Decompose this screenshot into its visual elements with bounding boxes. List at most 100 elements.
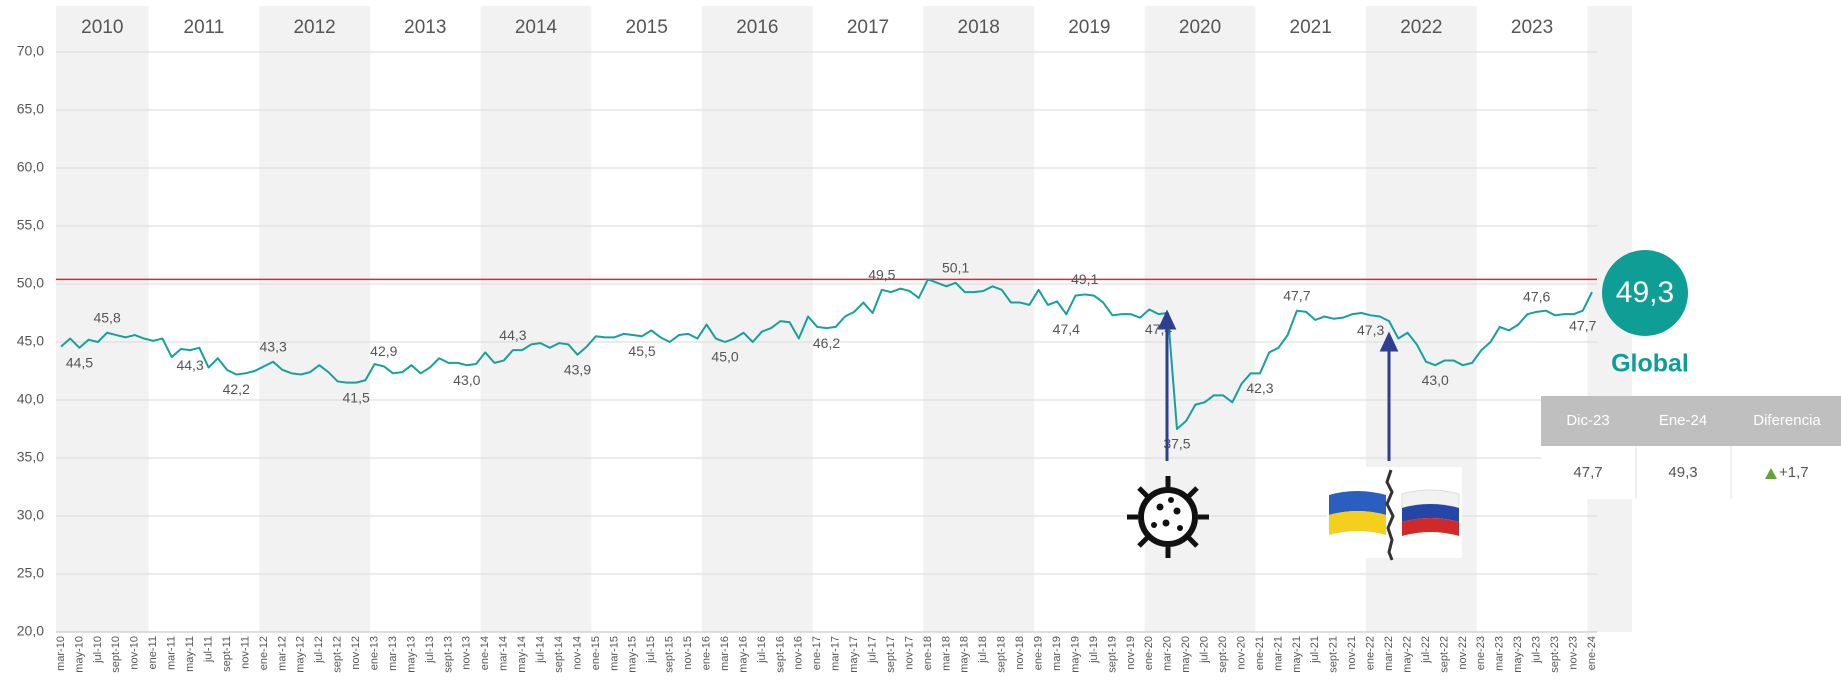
- x-tick-label: may-14: [516, 636, 528, 673]
- table-header-cell: Ene-24: [1659, 412, 1707, 429]
- year-label: 2010: [81, 17, 123, 38]
- year-band: [923, 6, 1035, 632]
- x-tick-label: ene-14: [479, 636, 491, 670]
- summary-label: Global: [1611, 350, 1689, 378]
- x-tick-label: ene-19: [1033, 636, 1045, 670]
- virus-spikes: [1127, 476, 1209, 558]
- data-label: 44,3: [499, 327, 526, 343]
- x-tick-label: sept-12: [332, 636, 344, 673]
- x-tick-label: nov-22: [1457, 636, 1469, 670]
- x-tick-label: nov-17: [903, 636, 915, 670]
- year-label: 2011: [184, 17, 225, 38]
- x-tick-label: mar-22: [1383, 636, 1395, 671]
- x-tick-label: ene-21: [1254, 636, 1266, 670]
- y-tick-label: 45,0: [17, 333, 44, 349]
- covid-arrow: [1157, 309, 1177, 461]
- y-tick-label: 65,0: [17, 101, 44, 117]
- x-tick-label: nov-16: [793, 636, 805, 670]
- x-tick-label: jul-10: [92, 636, 104, 664]
- ukraine-yellow: [1329, 511, 1386, 535]
- data-label: 42,3: [1246, 380, 1273, 396]
- x-tick-label: may-19: [1069, 636, 1081, 673]
- x-tick-label: may-17: [848, 636, 860, 673]
- x-tick-label: sept-14: [553, 636, 565, 673]
- x-tick-label: jul-16: [756, 636, 768, 664]
- x-tick-label: jul-22: [1420, 636, 1432, 664]
- table-cell: 49,3: [1668, 464, 1697, 481]
- x-tick-label: mar-20: [1162, 636, 1174, 671]
- data-label: 47,7: [1283, 287, 1310, 303]
- x-tick-label: jul-13: [424, 636, 436, 664]
- x-tick-label: jul-21: [1309, 636, 1321, 664]
- x-tick-label: jul-15: [645, 636, 657, 664]
- data-label: 45,0: [711, 349, 738, 365]
- x-tick-label: nov-19: [1125, 636, 1137, 670]
- x-tick-label: mar-10: [55, 636, 67, 671]
- x-tick-label: may-21: [1291, 636, 1303, 673]
- x-tick-label: nov-14: [571, 636, 583, 670]
- x-tick-label: jul-11: [202, 636, 214, 663]
- x-tick-label: mar-16: [719, 636, 731, 671]
- year-label: 2013: [404, 17, 446, 38]
- y-tick-label: 40,0: [17, 391, 44, 407]
- data-label: 44,3: [176, 357, 203, 373]
- x-tick-label: may-15: [627, 636, 639, 673]
- x-tick-label: mar-11: [166, 636, 178, 670]
- year-label: 2020: [1179, 17, 1221, 38]
- x-tick-label: sept-15: [664, 636, 676, 673]
- x-tick-label: may-11: [184, 636, 196, 672]
- data-label: 47,3: [1357, 322, 1384, 338]
- x-tick-label: nov-15: [682, 636, 694, 670]
- x-tick-label: may-13: [405, 636, 417, 673]
- x-tick-label: may-18: [959, 636, 971, 673]
- year-label: 2021: [1290, 17, 1332, 38]
- virus-body: [1138, 487, 1198, 547]
- x-tick-label: ene-23: [1475, 636, 1487, 670]
- year-label: 2015: [626, 17, 668, 38]
- x-tick-label: jul-14: [534, 636, 546, 664]
- y-tick-label: 50,0: [17, 275, 44, 291]
- grid: 20,0 25,0 30,0 35,0 40,0 45,0 50,0 55,0 60,0 65,0…: [17, 43, 1598, 673]
- x-tick-label: sept-16: [774, 636, 786, 673]
- series-line: [60, 278, 1593, 430]
- year-label: 2017: [847, 17, 889, 38]
- x-tick-label: mar-12: [276, 636, 288, 671]
- russia-blue: [1402, 504, 1459, 522]
- x-tick-label: may-20: [1180, 636, 1192, 673]
- x-tick-label: jul-19: [1088, 636, 1100, 664]
- x-tick-label: mar-23: [1494, 636, 1506, 671]
- y-tick-label: 20,0: [17, 623, 44, 639]
- table-cell: +1,7: [1779, 464, 1809, 481]
- x-tick-label: sept-19: [1106, 636, 1118, 673]
- x-tick-label: mar-19: [1051, 636, 1063, 671]
- data-label: 46,2: [813, 335, 840, 351]
- table-cell: 47,7: [1573, 464, 1602, 481]
- x-tick-label: jul-23: [1531, 636, 1543, 664]
- x-tick-label: ene-15: [590, 636, 602, 670]
- x-tick-label: sept-10: [110, 636, 122, 673]
- year-band: [701, 6, 813, 632]
- flags-icon: [1327, 467, 1462, 561]
- x-tick-label: ene-16: [701, 636, 713, 670]
- data-label: 43,9: [564, 361, 591, 377]
- year-label: 2022: [1400, 17, 1442, 38]
- data-label: 49,5: [868, 267, 895, 283]
- data-label: 42,9: [370, 343, 397, 359]
- y-tick-label: 25,0: [17, 565, 44, 581]
- data-label: 43,0: [1422, 372, 1449, 388]
- x-tick-label: may-23: [1512, 636, 1524, 673]
- x-tick-label: sept-23: [1549, 636, 1561, 673]
- x-tick-label: jul-18: [977, 636, 989, 664]
- x-tick-label: nov-10: [129, 636, 141, 670]
- y-tick-label: 70,0: [17, 43, 44, 59]
- russia-red: [1402, 518, 1459, 536]
- x-tick-label: jul-20: [1199, 636, 1211, 664]
- arrow-head: [1157, 309, 1177, 330]
- year-label: 2016: [736, 17, 778, 38]
- x-tick-label: nov-12: [350, 636, 362, 670]
- x-tick-label: may-16: [737, 636, 749, 673]
- x-tick-label: sept-11: [221, 636, 233, 672]
- year-label: 2023: [1511, 17, 1553, 38]
- virus-icon: [1127, 476, 1209, 558]
